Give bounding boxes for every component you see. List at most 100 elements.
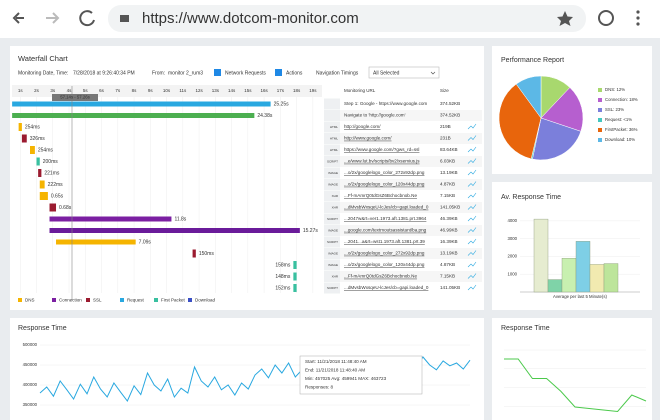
request-type: IMAGE xyxy=(328,263,338,267)
reload-button[interactable] xyxy=(79,10,95,27)
waterfall-bar xyxy=(21,134,27,143)
legend-label: First Packet xyxy=(161,298,186,303)
legend-label: Request xyxy=(127,298,145,303)
request-url: ...2047w&rt=ver1.1973.aft.1381.prt.3964 xyxy=(344,216,427,221)
request-url: ...dMvsbWxsqeU-lcJes/cb=gapi.loaded_0 xyxy=(344,285,429,290)
legend-swatch xyxy=(598,108,602,112)
type-band xyxy=(324,133,340,144)
bar-label: 25.25s xyxy=(274,101,290,107)
type-band xyxy=(324,98,340,110)
request-type: HTML xyxy=(330,148,338,152)
waterfall-bar xyxy=(293,284,297,292)
type-band xyxy=(324,202,340,213)
type-band xyxy=(324,110,340,121)
cursor-box xyxy=(52,94,98,101)
tooltip-line: Start: 11/21/2018 11:48:40 AM xyxy=(305,359,367,364)
request-url: ...Ff-mAmrQ0tdGsZ6Bchocbnob.Ne xyxy=(344,193,417,198)
column-header: Size xyxy=(440,88,449,93)
waterfall-bar xyxy=(12,113,255,118)
panel-title: Waterfall Chart xyxy=(18,54,69,63)
y-tick-label: 4000 xyxy=(507,218,517,223)
bar-label: 148ms xyxy=(275,274,291,280)
checkbox-label: Network Requests xyxy=(225,70,266,76)
legend-label: SSL xyxy=(93,298,102,303)
request-size: 16.39KB xyxy=(440,239,458,244)
x-tick-label: 3s xyxy=(50,88,56,93)
legend-swatch xyxy=(52,298,56,302)
column-header: Monitoring URL xyxy=(344,88,376,93)
request-size: 374.52KB xyxy=(440,113,460,118)
request-url: ...Ff-mAmrQ0tdGsZ6Bchocbnob.Ne xyxy=(344,274,417,279)
request-url: ...o/2x/googlelogo_color_272x92dp.png xyxy=(344,251,425,256)
label: Monitoring Date, Time: xyxy=(18,70,68,76)
bar xyxy=(589,264,605,293)
row-band xyxy=(324,156,482,167)
back-button[interactable] xyxy=(12,12,24,24)
request-url: Step 1: Google - https://www.google.com xyxy=(344,101,427,106)
x-tick-label: 6s xyxy=(99,88,105,93)
row-band xyxy=(324,225,482,236)
pie-slice xyxy=(498,83,542,160)
waterfall-bar xyxy=(56,239,136,245)
request-size: 4.87KB xyxy=(440,182,455,187)
select-arrow xyxy=(430,71,436,75)
trend-icon xyxy=(467,146,477,153)
legend-label: DNS: 12% xyxy=(605,87,625,92)
request-size: 13.19KB xyxy=(440,170,458,175)
bar-label: 152ms xyxy=(275,285,291,291)
request-type: SCRIPT xyxy=(327,159,338,163)
request-size: 219B xyxy=(440,124,451,129)
y-tick-label: 450000 xyxy=(23,362,38,367)
legend-swatch xyxy=(18,298,22,302)
bookmark-star[interactable] xyxy=(557,11,573,26)
pie-slice xyxy=(515,75,542,119)
legend-label: DNS xyxy=(25,298,35,303)
x-tick-label: 12s xyxy=(195,88,203,93)
label: Navigation Timings xyxy=(316,70,359,76)
request-type: XHR xyxy=(332,274,339,278)
menu-icon[interactable] xyxy=(636,10,640,26)
request-size: 7.15KB xyxy=(440,193,455,198)
waterfall-bar xyxy=(49,228,300,233)
request-size: 83.64KB xyxy=(440,147,458,152)
request-url: http://google.com/ xyxy=(344,124,381,129)
waterfall-bar xyxy=(293,272,297,281)
type-band xyxy=(324,121,340,133)
row-band xyxy=(324,110,482,121)
legend-label: Download: 10% xyxy=(605,137,635,142)
select[interactable] xyxy=(368,66,440,79)
type-band xyxy=(324,179,340,190)
waterfall-bar xyxy=(36,157,40,166)
address-bar[interactable] xyxy=(108,5,586,32)
request-url: ...e/www.lut.bv/scripts/bv2/xsemius.js xyxy=(344,159,420,164)
profile-icon[interactable] xyxy=(598,10,614,26)
tooltip xyxy=(299,355,423,395)
type-band xyxy=(324,190,340,202)
checkbox[interactable] xyxy=(275,69,282,76)
tooltip-line: Responses: 8 xyxy=(305,385,334,390)
type-band xyxy=(324,156,340,167)
request-url: ...dMvsbWxsqeU-lcJes/cb=gapi.loaded_0 xyxy=(344,205,429,210)
bar-label: 200ms xyxy=(43,159,59,165)
x-tick-label: 5s xyxy=(83,88,89,93)
monitor: monitor 2_rum3 xyxy=(168,70,203,76)
legend-swatch xyxy=(598,98,602,102)
y-tick-label: 400000 xyxy=(23,382,38,387)
waterfall-bar xyxy=(12,101,271,107)
type-band xyxy=(324,213,340,225)
legend-swatch xyxy=(154,298,158,302)
x-tick-label: 8s xyxy=(132,88,138,93)
type-band xyxy=(324,167,340,179)
select-value: All Selected xyxy=(373,70,400,76)
panel-title: Response Time xyxy=(501,325,550,332)
trend-icon xyxy=(467,273,477,279)
row-band xyxy=(324,271,482,282)
forward-button[interactable] xyxy=(46,12,60,24)
lock-icon xyxy=(120,15,129,22)
legend-label: SSL: 23% xyxy=(605,107,624,112)
x-tick-label: 9s xyxy=(148,88,154,93)
legend-label: FirstPacket: 36% xyxy=(605,127,638,132)
checkbox[interactable] xyxy=(214,69,221,76)
legend-label: Request: <1% xyxy=(605,117,632,122)
